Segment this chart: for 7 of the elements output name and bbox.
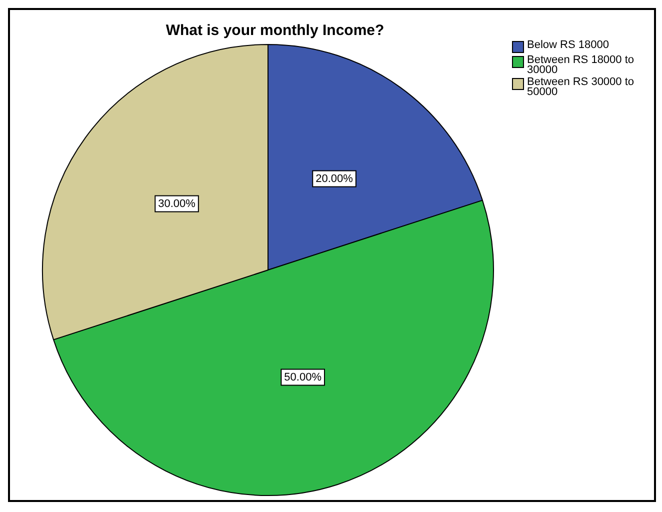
data-label: 20.00% xyxy=(316,172,354,185)
data-label: 30.00% xyxy=(158,198,196,210)
legend-label: Between RS 30000 to 50000 xyxy=(527,76,636,98)
chart-title: What is your monthly Income? xyxy=(164,22,386,39)
legend-label: Below RS 18000 xyxy=(527,39,609,51)
legend-label: Between RS 18000 to 30000 xyxy=(527,54,636,76)
data-label: 50.00% xyxy=(284,371,322,384)
